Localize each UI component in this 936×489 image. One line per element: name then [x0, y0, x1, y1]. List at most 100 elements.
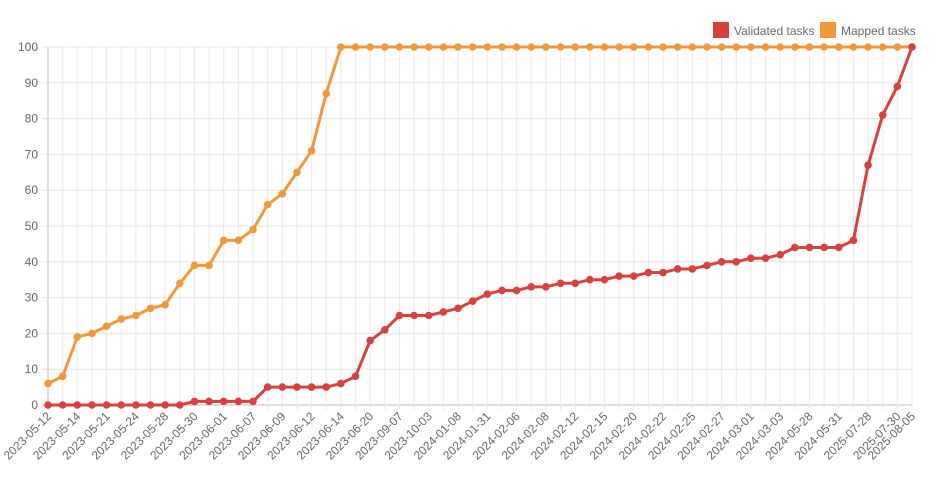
data-point[interactable] — [58, 401, 67, 409]
data-point[interactable] — [337, 43, 345, 51]
data-point[interactable] — [278, 189, 287, 198]
data-point[interactable] — [776, 43, 785, 51]
data-point[interactable] — [571, 43, 579, 51]
data-point[interactable] — [498, 286, 506, 295]
data-point[interactable] — [805, 43, 814, 51]
data-point[interactable] — [629, 43, 638, 51]
data-point[interactable] — [205, 261, 213, 270]
data-point[interactable] — [322, 383, 331, 391]
data-point[interactable] — [117, 401, 126, 409]
data-point[interactable] — [454, 43, 462, 51]
data-point[interactable] — [219, 236, 228, 245]
data-point[interactable] — [615, 272, 623, 280]
data-point[interactable] — [293, 168, 301, 177]
data-point[interactable] — [410, 43, 418, 51]
data-point[interactable] — [483, 43, 492, 51]
data-point[interactable] — [468, 43, 477, 51]
data-point[interactable] — [132, 401, 140, 409]
data-point[interactable] — [629, 272, 638, 280]
data-point[interactable] — [908, 43, 916, 51]
data-point[interactable] — [454, 304, 462, 313]
data-point[interactable] — [849, 43, 858, 51]
data-point[interactable] — [424, 43, 433, 51]
data-point[interactable] — [263, 383, 272, 391]
data-point[interactable] — [673, 43, 682, 51]
data-point[interactable] — [586, 43, 594, 51]
data-point[interactable] — [278, 383, 287, 391]
data-point[interactable] — [351, 43, 360, 51]
data-point[interactable] — [175, 401, 184, 409]
data-point[interactable] — [659, 43, 667, 51]
data-point[interactable] — [673, 265, 682, 273]
data-point[interactable] — [498, 43, 506, 51]
data-point[interactable] — [366, 43, 374, 51]
legend-item[interactable]: Validated tasks — [713, 22, 815, 38]
data-point[interactable] — [893, 43, 902, 51]
data-point[interactable] — [234, 236, 243, 245]
data-point[interactable] — [146, 304, 155, 313]
data-point[interactable] — [615, 43, 623, 51]
data-point[interactable] — [44, 401, 52, 409]
data-point[interactable] — [337, 379, 345, 388]
data-point[interactable] — [820, 243, 828, 252]
data-point[interactable] — [747, 43, 755, 51]
data-point[interactable] — [703, 43, 711, 51]
data-point[interactable] — [864, 43, 872, 51]
data-point[interactable] — [44, 379, 52, 388]
data-point[interactable] — [820, 43, 828, 51]
data-point[interactable] — [542, 283, 550, 291]
data-point[interactable] — [527, 43, 536, 51]
data-point[interactable] — [424, 311, 433, 320]
legend-item[interactable]: Mapped tasks — [820, 22, 916, 38]
data-point[interactable] — [703, 261, 711, 270]
data-point[interactable] — [249, 225, 257, 234]
data-point[interactable] — [219, 397, 228, 406]
data-point[interactable] — [395, 311, 404, 320]
data-point[interactable] — [849, 236, 858, 245]
data-point[interactable] — [410, 311, 418, 320]
data-point[interactable] — [483, 290, 492, 298]
data-point[interactable] — [878, 111, 887, 119]
data-point[interactable] — [249, 397, 257, 406]
data-point[interactable] — [102, 322, 111, 331]
data-point[interactable] — [366, 336, 374, 345]
data-point[interactable] — [527, 283, 536, 291]
data-point[interactable] — [307, 383, 316, 391]
data-point[interactable] — [571, 279, 579, 288]
data-point[interactable] — [834, 43, 843, 51]
data-point[interactable] — [732, 43, 741, 51]
data-point[interactable] — [439, 43, 448, 51]
data-point[interactable] — [161, 401, 169, 409]
data-point[interactable] — [381, 43, 389, 51]
data-point[interactable] — [351, 372, 360, 381]
data-point[interactable] — [146, 401, 155, 409]
data-point[interactable] — [102, 401, 111, 409]
data-point[interactable] — [644, 43, 653, 51]
data-point[interactable] — [73, 333, 82, 341]
data-point[interactable] — [805, 243, 814, 252]
data-point[interactable] — [234, 397, 243, 406]
data-point[interactable] — [600, 43, 609, 51]
data-point[interactable] — [263, 200, 272, 209]
data-point[interactable] — [834, 243, 843, 252]
data-point[interactable] — [586, 275, 594, 284]
data-point[interactable] — [688, 265, 697, 273]
data-point[interactable] — [322, 89, 331, 98]
data-point[interactable] — [542, 43, 550, 51]
data-point[interactable] — [747, 254, 755, 263]
data-point[interactable] — [893, 82, 902, 91]
data-point[interactable] — [644, 268, 653, 277]
data-point[interactable] — [761, 254, 770, 263]
data-point[interactable] — [381, 326, 389, 334]
data-point[interactable] — [132, 311, 140, 320]
data-point[interactable] — [205, 397, 213, 406]
data-point[interactable] — [556, 279, 565, 288]
data-point[interactable] — [293, 383, 301, 391]
data-point[interactable] — [776, 250, 785, 259]
data-point[interactable] — [468, 297, 477, 305]
data-point[interactable] — [556, 43, 565, 51]
data-point[interactable] — [791, 243, 799, 252]
data-point[interactable] — [717, 258, 726, 266]
data-point[interactable] — [512, 43, 521, 51]
data-point[interactable] — [600, 275, 609, 284]
